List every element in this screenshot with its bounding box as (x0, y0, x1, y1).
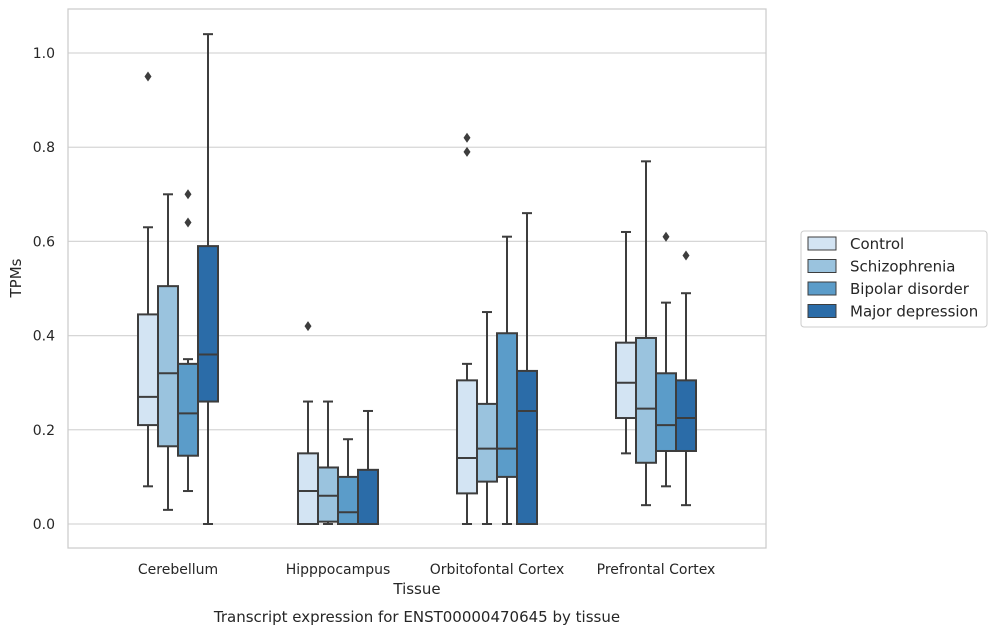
legend-swatch (807, 281, 837, 296)
outlier-point (662, 231, 670, 242)
box (655, 372, 677, 452)
x-axis-title: Tissue (392, 580, 440, 598)
legend-swatch (807, 259, 837, 273)
box-group (197, 33, 219, 525)
legend: Control Schizophrenia Bipolar disorder Majo… (800, 230, 988, 328)
x-tick-label: Hipppocampus (286, 562, 391, 578)
box-group (137, 71, 159, 488)
box (496, 332, 518, 478)
outlier-point (144, 71, 152, 82)
x-axis-ticks: Cerebellum Hipppocampus Orbitofontal Corte… (138, 562, 715, 578)
legend-swatch (807, 236, 837, 251)
box (157, 285, 179, 448)
legend-label: Schizophrenia (850, 258, 955, 276)
box (357, 468, 379, 525)
y-tick-label: 1.0 (33, 46, 55, 62)
plot-background (68, 9, 766, 548)
box-group (516, 212, 538, 525)
y-tick-label: 0.8 (33, 140, 55, 156)
x-tick-label: Orbitofontal Cortex (430, 562, 565, 578)
box (516, 369, 538, 525)
box (615, 341, 637, 420)
outlier-point (682, 250, 690, 261)
y-tick-label: 0.6 (33, 234, 55, 250)
legend-label: Major depression (850, 303, 978, 321)
box-groups (137, 33, 697, 526)
x-tick-label: Prefrontal Cortex (597, 562, 716, 578)
box (317, 466, 339, 523)
box-group (317, 400, 339, 525)
legend-swatch (807, 304, 837, 318)
box-group (297, 321, 319, 526)
box (456, 379, 478, 495)
box-group (675, 250, 697, 507)
legend-label: Control (850, 235, 904, 253)
box (675, 379, 697, 452)
legend-label: Bipolar disorder (850, 280, 970, 298)
plot-frame (67, 8, 767, 549)
box (297, 452, 319, 526)
y-axis-title: TPMs (7, 258, 25, 298)
y-tick-label: 0.4 (33, 329, 55, 345)
box-group (655, 231, 677, 488)
x-tick-label: Cerebellum (138, 562, 218, 578)
y-tick-label: 0.2 (33, 423, 55, 439)
outlier-point (184, 189, 192, 200)
box (337, 475, 359, 525)
y-axis-ticks: 0.0 0.2 0.4 0.6 0.8 1.0 (33, 46, 55, 533)
outlier-point (184, 217, 192, 228)
outlier-point (463, 146, 471, 157)
chart-title: Transcript expression for ENST0000047064… (213, 608, 620, 626)
box-group (476, 311, 498, 525)
box-group (157, 193, 179, 511)
box-group (177, 189, 199, 493)
box (476, 402, 498, 483)
outlier-point (304, 321, 312, 332)
box-group (615, 230, 637, 455)
box-group (357, 409, 379, 525)
box (635, 336, 657, 464)
y-tick-label: 0.0 (33, 517, 55, 533)
box (177, 362, 199, 457)
box (197, 245, 219, 403)
box (137, 313, 159, 427)
legend-frame (800, 230, 988, 328)
outlier-point (463, 132, 471, 143)
